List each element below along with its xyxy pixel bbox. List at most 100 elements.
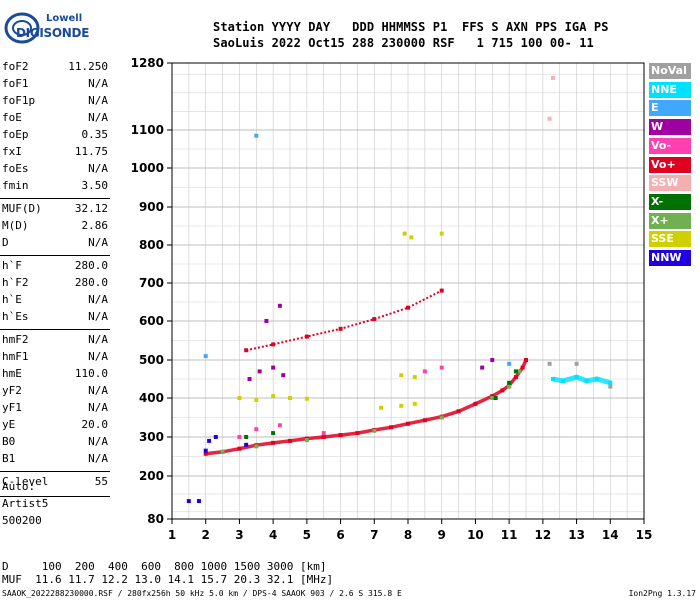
point-w: [277, 303, 282, 308]
param-value: 3.50: [81, 179, 109, 192]
param-value: 11.250: [68, 60, 108, 73]
param-key: foF2: [2, 60, 29, 73]
y-tick-label: 900: [139, 200, 164, 214]
param-value: N/A: [88, 236, 108, 249]
point-x: [254, 444, 259, 449]
trace-nne: [552, 374, 611, 386]
legend-item-x: X-: [649, 193, 691, 210]
param-separator: [0, 329, 110, 330]
point-x: [304, 438, 309, 443]
point-sse: [399, 373, 404, 378]
y-tick-label: 80: [147, 512, 164, 526]
param-value: N/A: [88, 293, 108, 306]
point-sse: [409, 235, 414, 240]
y-tick-label: 1280: [131, 56, 164, 70]
point-e: [507, 361, 512, 366]
legend-item-sse: SSE: [649, 231, 691, 248]
y-tick-label: 400: [139, 391, 164, 405]
trace-vo-plus-second-hop: [245, 289, 443, 352]
point-nne: [550, 377, 555, 381]
point-nnw: [244, 442, 249, 447]
x-tick-label: 8: [404, 528, 412, 542]
auto-system: Artist5: [2, 497, 49, 510]
header-line-1: Station YYYY DAY DDD HHMMSS P1 FFS S AXN…: [213, 20, 609, 34]
param-row-hes: h`Es N/A: [2, 310, 108, 328]
param-value: N/A: [88, 401, 108, 414]
legend-item-w: W: [649, 119, 691, 136]
footer-version: Ion2Png 1.3.17: [628, 589, 696, 598]
param-row-foep: foEp 0.35: [2, 128, 108, 146]
point-nnw: [207, 438, 212, 443]
x-tick-label: 13: [568, 528, 585, 542]
param-value: 55: [94, 475, 108, 488]
point-vo: [254, 427, 259, 432]
param-row-mufd: MUF(D) 32.12: [2, 202, 108, 220]
param-row-clevel: C-level 55: [2, 475, 108, 493]
point-x: [490, 396, 495, 400]
logo-line-1: Lowell: [46, 13, 83, 24]
param-value: N/A: [88, 77, 108, 90]
point-x: [372, 428, 377, 433]
param-key: foF1: [2, 77, 29, 90]
point-e: [254, 133, 259, 138]
point-ssw: [547, 116, 552, 121]
point-x: [507, 380, 512, 385]
point-sse: [412, 401, 417, 406]
logo-mark-icon: [4, 12, 40, 44]
param-row-hme: hmE 110.0: [2, 367, 108, 385]
point-x: [244, 435, 249, 439]
y-tick-label: 300: [139, 430, 164, 444]
x-tick-label: 6: [336, 528, 344, 542]
point-vo: [439, 288, 444, 293]
param-value: 2.86: [81, 219, 109, 232]
param-value: N/A: [88, 94, 108, 107]
legend-item-x: X+: [649, 212, 691, 229]
param-value: 110.0: [74, 367, 108, 380]
point-sse: [439, 231, 444, 236]
point-sse: [288, 396, 292, 400]
point-x: [517, 369, 522, 374]
param-key: B1: [2, 452, 16, 465]
point-w: [490, 358, 495, 362]
x-tick-label: 14: [602, 528, 619, 542]
point-vo: [372, 317, 377, 322]
param-value: N/A: [88, 435, 108, 448]
y-tick-label: 1100: [131, 123, 164, 137]
param-value: N/A: [88, 162, 108, 175]
point-sse: [304, 396, 309, 401]
param-key: yF2: [2, 384, 22, 397]
param-key: MUF(D): [2, 202, 42, 215]
point-vo: [277, 423, 282, 428]
point-x: [271, 431, 276, 436]
param-row-hf: h`F 280.0: [2, 259, 108, 277]
point-w: [480, 365, 485, 370]
auto-version: 500200: [2, 514, 42, 527]
point-nnw: [196, 499, 201, 504]
param-value: N/A: [88, 333, 108, 346]
param-separator: [0, 496, 110, 497]
point-sse: [412, 375, 417, 380]
point-sse: [402, 231, 407, 236]
param-row-he: h`E N/A: [2, 293, 108, 311]
point-vo: [439, 365, 444, 370]
y-tick-label: 800: [139, 238, 164, 252]
point-sse: [254, 397, 259, 402]
point-sse: [379, 405, 384, 410]
point-w: [257, 369, 262, 374]
param-value: N/A: [88, 111, 108, 124]
x-tick-label: 4: [269, 528, 277, 542]
header-line-2: SaoLuis 2022 Oct15 288 230000 RSF 1 715 …: [213, 36, 594, 50]
param-key: hmF1: [2, 350, 29, 363]
x-tick-label: 12: [535, 528, 552, 542]
param-key: h`F2: [2, 276, 29, 289]
point-w: [271, 365, 276, 370]
point-vo: [244, 348, 249, 353]
footer-file-info: SAAOK_2022288230000.RSF / 280fx256h 50 k…: [2, 589, 402, 598]
point-x: [507, 384, 512, 389]
param-row-b0: B0 N/A: [2, 435, 108, 453]
point-vo: [271, 342, 276, 347]
param-value: 280.0: [74, 276, 108, 289]
param-value: N/A: [88, 384, 108, 397]
param-key: M(D): [2, 219, 29, 232]
